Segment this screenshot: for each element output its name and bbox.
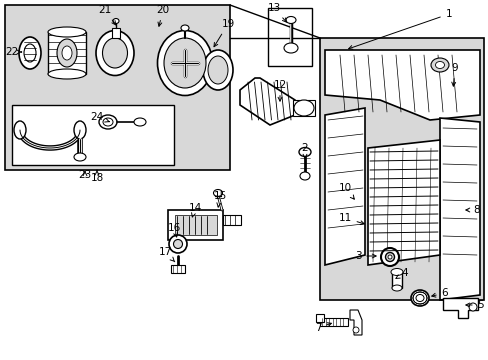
Bar (12, 105, 174, 165)
Ellipse shape (435, 62, 444, 68)
Text: 10: 10 (338, 183, 354, 199)
Text: 12: 12 (273, 80, 286, 101)
Bar (171, 265, 184, 273)
Ellipse shape (284, 43, 297, 53)
Ellipse shape (391, 285, 401, 291)
Ellipse shape (293, 100, 313, 116)
Text: 5: 5 (465, 300, 483, 310)
Ellipse shape (181, 25, 189, 31)
Polygon shape (442, 298, 477, 318)
Ellipse shape (285, 17, 295, 23)
Bar (315, 314, 324, 322)
Ellipse shape (415, 294, 423, 302)
Bar (319, 38, 483, 300)
Ellipse shape (103, 118, 113, 126)
Bar (319, 318, 347, 326)
Ellipse shape (157, 31, 212, 95)
Polygon shape (240, 78, 294, 125)
Ellipse shape (57, 39, 77, 67)
Ellipse shape (99, 115, 117, 129)
Ellipse shape (74, 153, 86, 161)
Ellipse shape (74, 121, 86, 139)
Ellipse shape (298, 148, 310, 157)
Text: 9: 9 (451, 63, 457, 86)
Bar (292, 100, 314, 116)
Text: 20: 20 (156, 5, 169, 26)
Text: 13: 13 (267, 3, 286, 22)
Bar (48, 32, 86, 74)
Ellipse shape (385, 252, 394, 261)
Bar (5, 5, 229, 170)
Ellipse shape (387, 255, 391, 259)
Ellipse shape (169, 235, 186, 253)
Ellipse shape (299, 172, 309, 180)
Ellipse shape (213, 189, 222, 197)
Polygon shape (367, 140, 439, 265)
Ellipse shape (380, 248, 398, 266)
Ellipse shape (113, 18, 119, 23)
Ellipse shape (134, 118, 146, 126)
Text: 2: 2 (301, 143, 307, 159)
Ellipse shape (96, 31, 134, 76)
Text: 21: 21 (98, 5, 116, 25)
Text: 3: 3 (354, 251, 375, 261)
Bar (267, 8, 311, 66)
Ellipse shape (430, 58, 448, 72)
Text: 17: 17 (158, 247, 174, 262)
Bar (391, 272, 401, 288)
Ellipse shape (468, 303, 476, 311)
Text: 15: 15 (213, 191, 226, 207)
Text: 7: 7 (314, 323, 331, 333)
Text: 11: 11 (338, 213, 364, 225)
Text: 23: 23 (78, 170, 91, 180)
Ellipse shape (173, 239, 182, 248)
Text: 19: 19 (214, 19, 234, 47)
Text: 18: 18 (90, 170, 103, 183)
Text: 6: 6 (431, 288, 447, 298)
Text: 16: 16 (167, 223, 180, 237)
Ellipse shape (203, 50, 232, 90)
Ellipse shape (390, 269, 402, 275)
Text: 14: 14 (188, 203, 201, 217)
Text: 4: 4 (395, 268, 407, 278)
Ellipse shape (48, 69, 86, 79)
Bar (223, 215, 241, 225)
Ellipse shape (14, 121, 26, 139)
Ellipse shape (163, 38, 205, 88)
Text: 1: 1 (348, 9, 451, 49)
Text: 22: 22 (5, 47, 21, 57)
Ellipse shape (48, 27, 86, 37)
Bar (175, 215, 217, 235)
Ellipse shape (62, 46, 72, 60)
Polygon shape (325, 108, 364, 265)
Bar (168, 210, 223, 240)
Ellipse shape (410, 290, 428, 306)
Bar (112, 28, 120, 38)
Ellipse shape (352, 327, 358, 333)
Text: 24: 24 (90, 112, 109, 122)
Ellipse shape (207, 56, 227, 84)
Polygon shape (349, 310, 361, 335)
Ellipse shape (24, 44, 36, 62)
Ellipse shape (19, 37, 41, 69)
Polygon shape (325, 50, 479, 120)
Ellipse shape (102, 38, 127, 68)
Polygon shape (439, 118, 479, 300)
Text: 8: 8 (465, 205, 479, 215)
